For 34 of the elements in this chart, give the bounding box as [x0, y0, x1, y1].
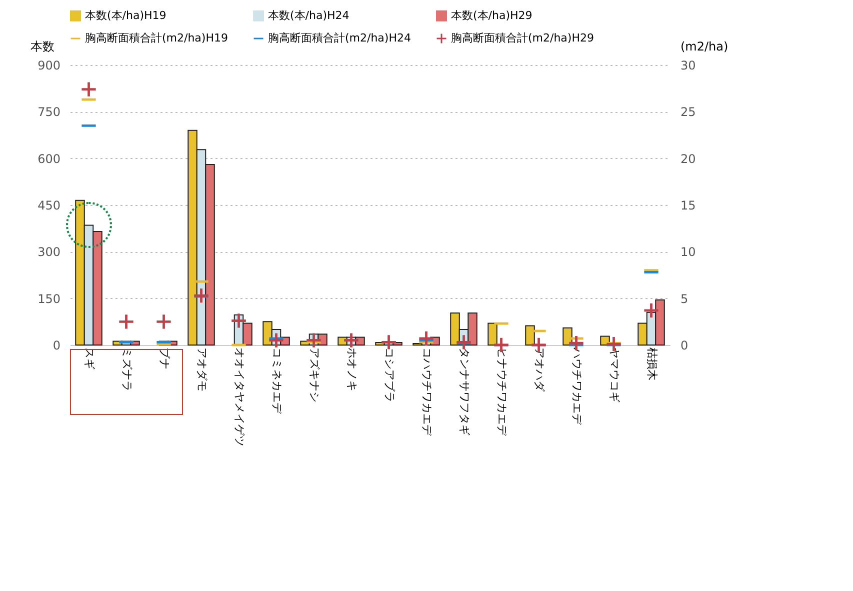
- y-tick-label: 150: [38, 292, 60, 306]
- x-tick-label: タンナサワフタギ: [458, 348, 471, 436]
- y-tick-label: 900: [38, 58, 60, 72]
- y2-tick-label: 25: [680, 105, 696, 120]
- x-tick-label: コハウチワカエデ: [420, 348, 434, 436]
- y-tick-label: 600: [38, 152, 60, 166]
- y2-tick-label: 0: [680, 338, 688, 352]
- x-tick-label: 枯損木: [645, 348, 658, 380]
- legend-label: 胸高断面積合計(m2/ha)H19: [85, 32, 228, 44]
- y-tick-label: 300: [38, 245, 60, 260]
- y-tick-label: 750: [38, 105, 60, 120]
- y-axis-title: 本数: [30, 40, 54, 54]
- y2-tick-label: 15: [680, 198, 696, 212]
- x-tick-label: オオイタヤメイゲツ: [232, 348, 246, 446]
- legend-label: 胸高断面積合計(m2/ha)H24: [268, 32, 411, 44]
- y2-tick-label: 10: [680, 245, 696, 260]
- x-tick-label: アオダモ: [195, 348, 208, 392]
- legend-label: 本数(本/ha)H29: [451, 8, 532, 22]
- legend-label: 胸高断面積合計(m2/ha)H29: [451, 32, 594, 44]
- y2-tick-label: 5: [680, 292, 688, 306]
- x-tick-label: ミズナラ: [120, 348, 134, 392]
- x-tick-label: コシアブラ: [382, 348, 396, 402]
- y2-axis-title: (m2/ha): [680, 40, 728, 54]
- x-tick-label: ホオノキ: [345, 348, 358, 392]
- legend-label: 本数(本/ha)H24: [268, 8, 350, 22]
- x-tick-label: ヤマウコギ: [608, 348, 621, 402]
- y2-tick-label: 20: [680, 152, 696, 166]
- x-tick-label: アズキナシ: [308, 348, 321, 402]
- x-tick-label: アオハダ: [532, 348, 546, 392]
- y-tick-label: 450: [38, 198, 60, 212]
- y-tick-label: 0: [52, 338, 60, 352]
- x-tick-label: コミネカエデ: [270, 348, 284, 414]
- legend-label: 本数(本/ha)H19: [85, 8, 166, 22]
- y2-tick-label: 30: [680, 58, 696, 72]
